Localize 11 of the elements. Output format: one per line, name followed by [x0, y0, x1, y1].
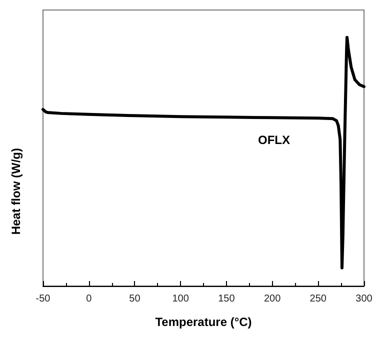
y-axis-title: Heat flow (W/g) [9, 148, 23, 235]
x-tick-label: 0 [86, 294, 92, 304]
x-tick-label: 200 [264, 294, 282, 304]
annotation: OFLX [258, 133, 290, 147]
x-tick-label: 300 [356, 294, 373, 304]
x-tick-label: 250 [310, 294, 327, 304]
x-axis-title: Temperature (°C) [155, 315, 252, 329]
x-tick-label: 100 [172, 294, 190, 304]
x-tick-label: 50 [129, 294, 141, 304]
x-tick-label: 150 [218, 294, 236, 304]
x-tick-label: -50 [36, 294, 51, 304]
